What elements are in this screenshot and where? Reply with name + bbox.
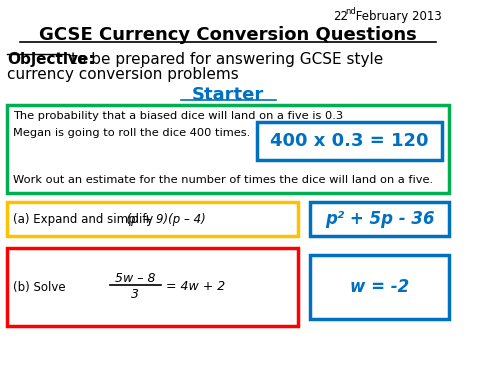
Text: Starter: Starter — [192, 86, 264, 104]
FancyBboxPatch shape — [8, 105, 449, 193]
FancyBboxPatch shape — [258, 122, 442, 160]
Text: The probability that a biased dice will land on a five is 0.3: The probability that a biased dice will … — [13, 111, 343, 121]
Text: Megan is going to roll the dice 400 times.: Megan is going to roll the dice 400 time… — [13, 128, 250, 138]
Text: Work out an estimate for the number of times the dice will land on a five.: Work out an estimate for the number of t… — [13, 175, 433, 185]
Text: (p + 9)(p – 4): (p + 9)(p – 4) — [118, 213, 206, 225]
Text: currency conversion problems: currency conversion problems — [8, 67, 239, 82]
FancyBboxPatch shape — [310, 202, 449, 236]
FancyBboxPatch shape — [310, 255, 449, 319]
Text: w = -2: w = -2 — [350, 278, 410, 296]
FancyBboxPatch shape — [8, 202, 298, 236]
Text: (b) Solve: (b) Solve — [13, 280, 66, 294]
Text: p² + 5p - 36: p² + 5p - 36 — [325, 210, 434, 228]
Text: 5w – 8: 5w – 8 — [115, 272, 156, 285]
Text: (a) Expand and simplify: (a) Expand and simplify — [13, 213, 153, 225]
Text: February 2013: February 2013 — [352, 10, 442, 23]
FancyBboxPatch shape — [8, 248, 298, 326]
Text: nd: nd — [345, 7, 356, 16]
Text: to be prepared for answering GCSE style: to be prepared for answering GCSE style — [71, 52, 384, 67]
Text: 22: 22 — [334, 10, 348, 23]
Text: Objective:: Objective: — [8, 52, 95, 67]
Text: = 4w + 2: = 4w + 2 — [166, 280, 226, 294]
Text: GCSE Currency Conversion Questions: GCSE Currency Conversion Questions — [40, 26, 417, 44]
Text: 3: 3 — [131, 288, 139, 300]
Text: 400 x 0.3 = 120: 400 x 0.3 = 120 — [270, 132, 429, 150]
